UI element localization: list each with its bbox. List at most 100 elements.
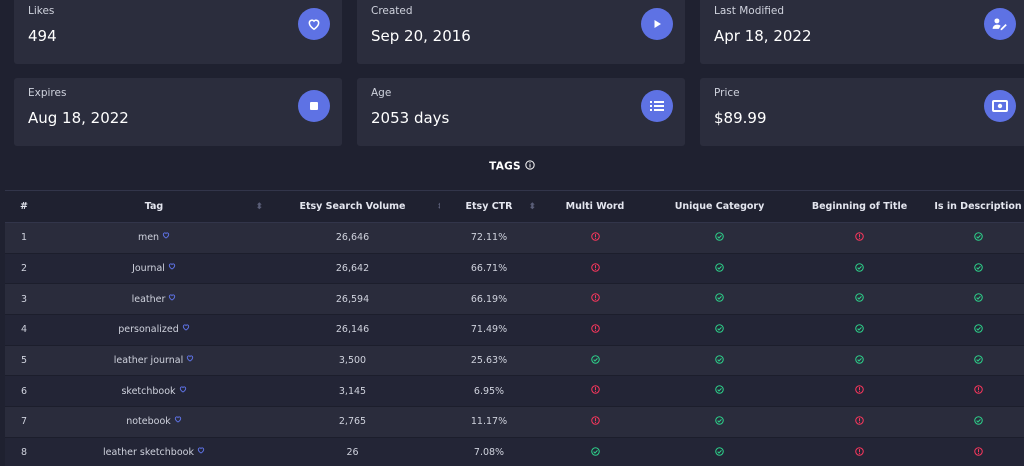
ctr-cell: 11.17% (440, 406, 538, 438)
tag-cell: notebook (43, 406, 265, 438)
search-volume-cell: 3,500 (265, 345, 440, 377)
multi-cell (538, 437, 652, 466)
column-header-label: Etsy Search Volume (299, 201, 406, 212)
column-header-label: Etsy CTR (465, 201, 513, 212)
alert-circle-icon (590, 385, 600, 397)
heart-icon[interactable] (168, 262, 176, 273)
table-row: 5 leather journal 3,500 25.63% (5, 345, 1024, 377)
table-row: 3 leather 26,594 66.19% (5, 283, 1024, 316)
ctr-cell: 71.49% (440, 314, 538, 346)
alert-circle-icon (590, 324, 600, 336)
beginning-cell (787, 375, 932, 408)
tag-name: notebook (126, 416, 171, 428)
alert-circle-icon (855, 232, 864, 244)
beginning-cell (787, 437, 932, 466)
tag-name: leather journal (113, 355, 184, 367)
tag-cell: leather (43, 283, 265, 316)
heart-icon[interactable] (179, 385, 187, 396)
sort-icon[interactable]: ⬍ (528, 202, 536, 212)
stat-card-likes: Likes 494 (14, 0, 342, 64)
check-circle-icon (715, 324, 724, 336)
search-volume-cell: 26 (265, 437, 440, 466)
check-circle-icon (973, 232, 983, 244)
check-circle-icon (715, 354, 724, 367)
list-icon (641, 90, 673, 122)
check-circle-icon (855, 354, 864, 367)
stat-label: Likes (28, 5, 55, 17)
ctr-cell: 66.71% (440, 253, 538, 285)
stat-value: $89.99 (714, 109, 767, 127)
stat-value: 494 (28, 27, 57, 45)
beginning-cell (787, 253, 932, 285)
unique-cell (652, 222, 787, 254)
column-header-beginning-of-title: Beginning of Title (787, 190, 932, 223)
beginning-cell (787, 406, 932, 438)
check-circle-icon (973, 416, 983, 428)
column-header-ctr[interactable]: Etsy CTR ⬍ (440, 190, 538, 223)
stat-value: Sep 20, 2016 (371, 27, 471, 45)
sort-icon[interactable]: ⬍ (255, 202, 263, 212)
tag-cell: personalized (43, 314, 265, 346)
tag-cell: men (43, 222, 265, 254)
check-circle-icon (855, 324, 864, 336)
unique-cell (652, 437, 787, 466)
tags-table: # Tag ⬍ Etsy Search Volume⬍ Etsy CTR ⬍ Mul… (5, 190, 1024, 466)
desc-cell (932, 222, 1024, 254)
beginning-cell (787, 222, 932, 254)
alert-circle-icon (590, 293, 600, 305)
column-header-search-volume[interactable]: Etsy Search Volume⬍ (265, 190, 444, 223)
check-circle-icon (715, 232, 724, 244)
alert-circle-icon (855, 416, 864, 428)
multi-cell (538, 406, 652, 438)
heart-icon[interactable] (162, 231, 170, 242)
column-header-tag[interactable]: Tag ⬍ (43, 190, 265, 223)
table-row: 4 personalized 26,146 71.49% (5, 314, 1024, 346)
table-row: 1 men 26,646 72.11% (5, 222, 1024, 254)
check-circle-icon (973, 262, 983, 275)
stat-label: Price (714, 87, 740, 99)
stat-value: Apr 18, 2022 (714, 27, 812, 45)
money-icon (984, 90, 1016, 122)
table-row: 8 leather sketchbook 26 7.08% (5, 437, 1024, 466)
ctr-cell: 6.95% (440, 375, 538, 408)
tag-cell: leather journal (43, 345, 265, 377)
stat-label: Age (371, 87, 392, 99)
stat-card-created: Created Sep 20, 2016 (357, 0, 685, 64)
heart-icon[interactable] (182, 323, 190, 334)
unique-cell (652, 283, 787, 316)
heart-icon[interactable] (174, 415, 182, 426)
table-row: 2 Journal 26,642 66.71% (5, 253, 1024, 285)
alert-circle-icon (590, 416, 600, 428)
row-number: 8 (5, 437, 43, 466)
ctr-cell: 72.11% (440, 222, 538, 254)
row-number: 6 (5, 375, 43, 408)
desc-cell (932, 345, 1024, 377)
search-volume-cell: 2,765 (265, 406, 440, 438)
column-header-unique-category: Unique Category (652, 190, 787, 223)
info-icon[interactable] (525, 160, 535, 173)
stat-label: Last Modified (714, 5, 785, 17)
heart-icon[interactable] (186, 354, 194, 365)
table-row: 6 sketchbook 3,145 6.95% (5, 375, 1024, 408)
beginning-cell (787, 314, 932, 346)
check-circle-icon (855, 262, 864, 275)
user-edit-icon (984, 8, 1016, 40)
desc-cell (932, 375, 1024, 408)
multi-cell (538, 314, 652, 346)
alert-circle-icon (855, 385, 864, 397)
heart-icon (298, 8, 330, 40)
check-circle-icon (590, 354, 600, 367)
column-header-is-in-description: Is in Description (932, 190, 1024, 223)
table-row: 7 notebook 2,765 11.17% (5, 406, 1024, 438)
search-volume-cell: 26,146 (265, 314, 440, 346)
check-circle-icon (715, 385, 724, 397)
tag-name: personalized (118, 324, 179, 336)
heart-icon[interactable] (168, 293, 176, 304)
tag-name: sketchbook (121, 385, 176, 397)
multi-cell (538, 253, 652, 285)
unique-cell (652, 314, 787, 346)
multi-cell (538, 283, 652, 316)
row-number: 1 (5, 222, 43, 254)
check-circle-icon (973, 324, 983, 336)
heart-icon[interactable] (197, 446, 205, 457)
